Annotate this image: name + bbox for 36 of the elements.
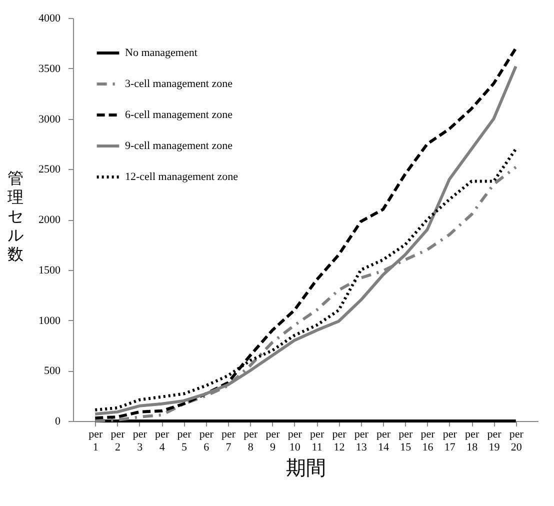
- y-tick-label: 1000: [38, 314, 61, 327]
- x-tick-label: per 17: [442, 428, 458, 454]
- x-tick-label: per 19: [487, 428, 502, 454]
- x-tick-label: per 5: [177, 428, 192, 454]
- y-axis-title: 管理セル数: [8, 168, 24, 264]
- legend-label: 6-cell management zone: [125, 109, 233, 121]
- x-tick-label: per 18: [465, 428, 480, 454]
- x-tick-label: per 14: [376, 428, 391, 454]
- x-tick-label: per 6: [199, 428, 214, 454]
- x-tick-label: per 13: [354, 428, 369, 454]
- y-tick-label: 3000: [38, 113, 61, 126]
- x-tick-label: per 12: [332, 428, 347, 454]
- legend-label: 12-cell management zone: [125, 171, 238, 183]
- y-tick-label: 4000: [38, 12, 61, 24]
- x-tick-label: per 3: [132, 428, 148, 454]
- legend-label: 3-cell management zone: [125, 78, 233, 90]
- y-tick-label: 2000: [38, 214, 61, 226]
- legend-label: No management: [125, 47, 198, 59]
- x-tick-label: per 2: [110, 428, 126, 454]
- x-tick-label: per 11: [310, 428, 324, 454]
- x-tick-label: per 7: [221, 428, 236, 454]
- x-axis-title: 期間: [286, 456, 326, 480]
- x-tick-label: per 8: [244, 428, 258, 454]
- x-tick-label: per 9: [266, 428, 280, 454]
- y-tick-label: 1500: [38, 264, 61, 276]
- x-tick-label: per 16: [420, 428, 436, 454]
- x-tick-label: per 15: [398, 428, 413, 454]
- y-tick-label: 3500: [38, 62, 61, 75]
- x-tick-label: per 1: [88, 428, 103, 454]
- x-tick-label: per 10: [288, 428, 302, 454]
- x-tick-label: per 20: [509, 428, 524, 454]
- y-tick-label: 500: [44, 365, 61, 378]
- legend-label: 9-cell management zone: [125, 140, 233, 152]
- y-tick-label: 0: [55, 416, 61, 428]
- y-tick-label: 2500: [38, 164, 61, 176]
- x-tick-label: per 4: [155, 428, 170, 454]
